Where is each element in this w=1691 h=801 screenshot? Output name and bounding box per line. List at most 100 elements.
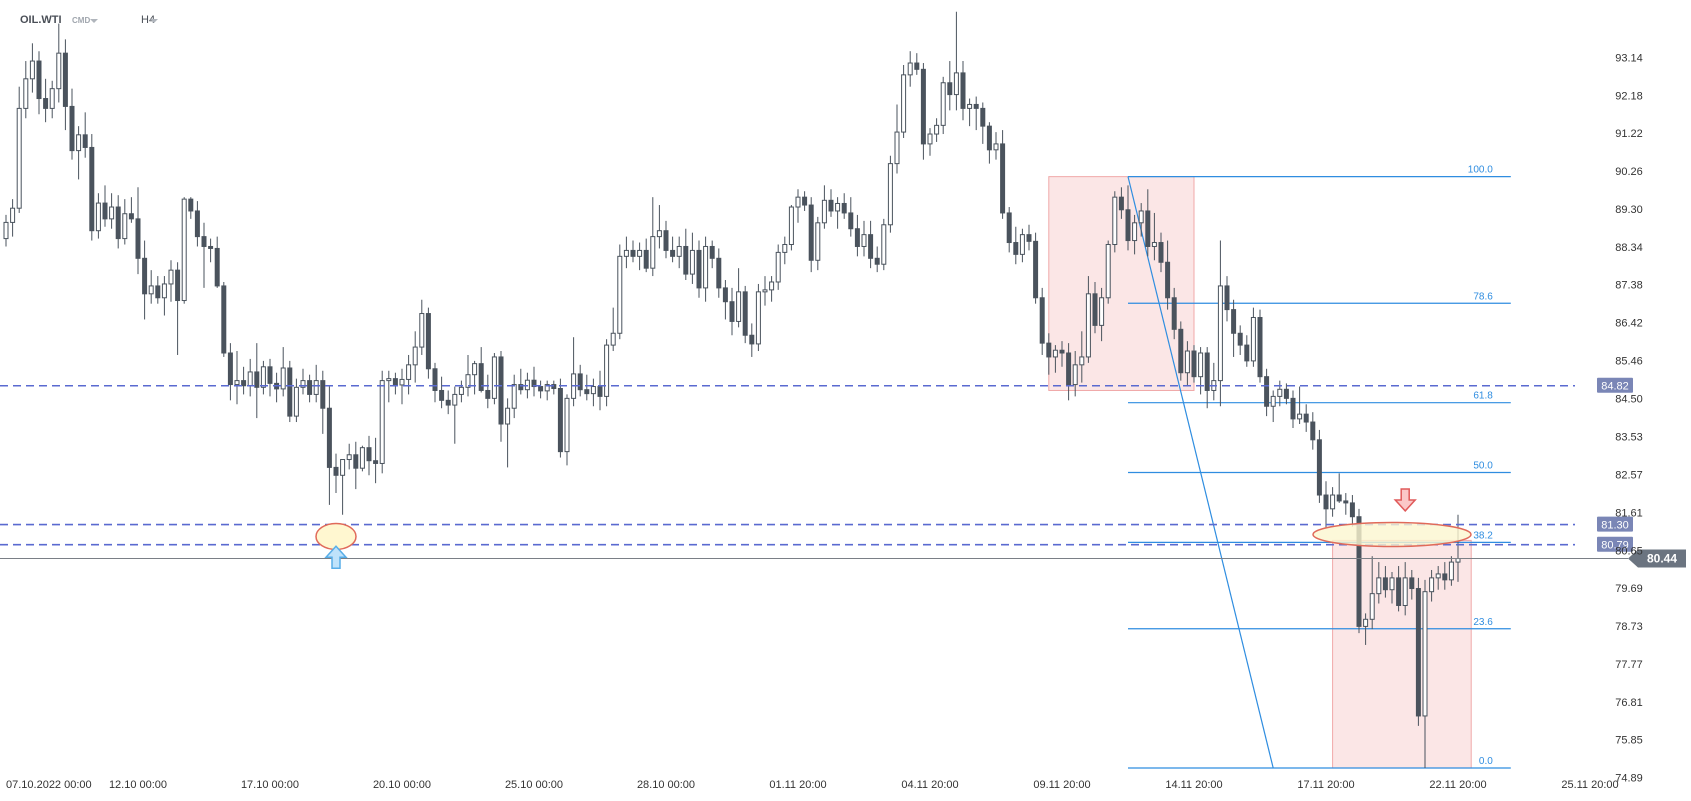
candle-body[interactable] [1283,388,1289,399]
candle-body[interactable] [986,125,992,151]
candle-body[interactable] [472,363,478,376]
candle-body[interactable] [1396,577,1402,606]
candle-body[interactable] [716,257,722,289]
symbol-label[interactable]: OIL.WTI [20,14,62,26]
candle-body[interactable] [1099,297,1105,326]
candle-body[interactable] [914,62,920,70]
candle-body[interactable] [1264,376,1270,407]
candle-body[interactable] [1092,293,1098,326]
candle-body[interactable] [1046,342,1052,358]
candle-body[interactable] [650,236,656,269]
candle-body[interactable] [623,249,629,257]
candle-body[interactable] [769,281,775,291]
candle-body[interactable] [69,105,75,152]
candle-body[interactable] [1442,573,1448,581]
candle-body[interactable] [505,407,511,425]
candle-body[interactable] [1382,577,1388,591]
candle-body[interactable] [1033,240,1039,299]
candle-body[interactable] [168,269,174,285]
candle-body[interactable] [630,249,636,257]
candle-body[interactable] [610,332,616,346]
candle-body[interactable] [1316,439,1322,496]
candle-body[interactable] [16,107,22,209]
chevron-down-icon[interactable] [90,19,98,23]
candle-body[interactable] [280,367,286,390]
candle-body[interactable] [736,291,742,322]
candle-body[interactable] [676,245,682,257]
candle-body[interactable] [1066,352,1072,386]
candle-body[interactable] [287,367,293,417]
candle-body[interactable] [465,374,471,388]
candle-body[interactable] [373,460,379,464]
candle-body[interactable] [366,447,372,462]
candle-body[interactable] [696,249,702,289]
candle-body[interactable] [267,366,273,384]
candle-body[interactable] [412,346,418,366]
candle-body[interactable] [1277,388,1283,397]
candle-body[interactable] [775,251,781,283]
candle-body[interactable] [538,386,544,392]
candle-body[interactable] [1052,349,1058,358]
candle-body[interactable] [894,131,900,165]
timeframe-label[interactable]: H4 [141,14,156,26]
candle-body[interactable] [326,407,332,468]
candle-body[interactable] [1429,577,1435,593]
candle-body[interactable] [221,285,227,354]
candle-body[interactable] [452,393,458,406]
candle-body[interactable] [1448,561,1454,581]
candle-body[interactable] [815,222,821,261]
candle-body[interactable] [478,363,484,391]
chevron-down-icon[interactable] [150,19,158,23]
candle-body[interactable] [947,82,953,96]
candle-body[interactable] [828,199,834,212]
candle-body[interactable] [254,371,260,388]
candle-body[interactable] [1125,209,1131,242]
candle-body[interactable] [1330,494,1336,510]
candle-body[interactable] [36,60,42,100]
candle-body[interactable] [1079,356,1085,366]
candle-body[interactable] [709,245,715,259]
candle-body[interactable] [1244,344,1250,362]
candle-body[interactable] [1310,421,1316,441]
candle-body[interactable] [142,257,148,295]
candle-body[interactable] [1006,212,1012,244]
candle-body[interactable] [637,249,643,257]
candle-body[interactable] [1112,196,1118,246]
candle-body[interactable] [1191,350,1197,378]
candle-body[interactable] [967,103,973,109]
candle-body[interactable] [874,257,880,265]
candle-body[interactable] [1369,593,1375,620]
candle-body[interactable] [1158,242,1164,263]
candle-body[interactable] [604,344,610,397]
candle-body[interactable] [95,202,101,232]
candle-body[interactable] [1085,293,1091,358]
candle-body[interactable] [208,245,214,249]
candle-body[interactable] [498,356,504,425]
candle-body[interactable] [1376,577,1382,595]
candle-body[interactable] [1118,196,1124,211]
candle-body[interactable] [29,60,35,80]
candle-body[interactable] [1138,210,1144,224]
candle-body[interactable] [1455,558,1461,563]
candle-body[interactable] [1297,413,1303,420]
candle-body[interactable] [10,207,16,223]
candle-body[interactable] [861,234,867,247]
candle-body[interactable] [940,82,946,126]
candle-body[interactable] [148,285,154,295]
candle-body[interactable] [577,373,583,391]
candle-body[interactable] [241,380,247,387]
candle-body[interactable] [749,334,755,345]
candle-body[interactable] [102,202,108,220]
candle-body[interactable] [1435,573,1441,579]
candle-body[interactable] [1290,397,1296,420]
candle-body[interactable] [1349,502,1355,518]
candle-body[interactable] [597,386,603,397]
candle-body[interactable] [1059,349,1065,354]
candle-body[interactable] [960,72,966,109]
candle-body[interactable] [89,146,95,232]
candle-body[interactable] [491,356,497,399]
candle-body[interactable] [320,380,326,409]
candle-body[interactable] [399,378,405,386]
candle-body[interactable] [973,103,979,109]
